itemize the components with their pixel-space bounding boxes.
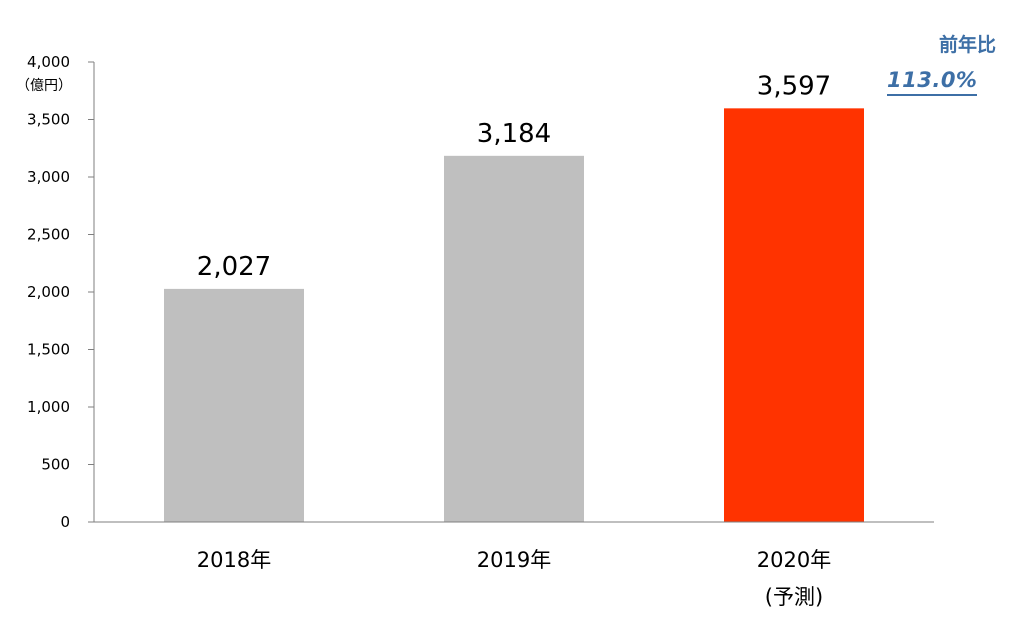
y-tick-label: 3,000 bbox=[27, 168, 70, 186]
bars bbox=[164, 108, 864, 522]
y-tick-label: 3,500 bbox=[27, 111, 70, 129]
y-tick-label: 1,000 bbox=[27, 398, 70, 416]
y-tick-label: 4,000 bbox=[27, 53, 70, 71]
y-tick-label: 500 bbox=[41, 456, 70, 474]
y-tick-label: 2,000 bbox=[27, 283, 70, 301]
bar bbox=[444, 155, 584, 522]
category-label: 2020年 bbox=[757, 548, 831, 572]
bar bbox=[164, 288, 304, 522]
bar-value-label: 2,027 bbox=[197, 252, 271, 282]
y-tick-label: 2,500 bbox=[27, 226, 70, 244]
category-sublabel: (予測) bbox=[765, 585, 823, 609]
y-axis-unit: （億円） bbox=[16, 78, 72, 94]
bar-value-label: 3,597 bbox=[757, 71, 831, 101]
bar-value-label: 3,184 bbox=[477, 119, 551, 149]
y-axis-ticks: 0 500 1,000 1,500 2,000 2,500 3,000 3,500 4,000 bbox=[27, 53, 94, 531]
yoy-value: 113.0% bbox=[887, 68, 978, 96]
y-tick-label: 0 bbox=[60, 513, 70, 531]
yoy-title: 前年比 bbox=[938, 34, 996, 56]
category-label: 2019年 bbox=[477, 548, 551, 572]
value-labels: 2,027 3,184 3,597 bbox=[197, 71, 831, 282]
y-tick-label: 1,500 bbox=[27, 341, 70, 359]
category-labels: 2018年 2019年 2020年 (予測) bbox=[197, 548, 831, 609]
category-label: 2018年 bbox=[197, 548, 271, 572]
bar bbox=[724, 108, 864, 522]
